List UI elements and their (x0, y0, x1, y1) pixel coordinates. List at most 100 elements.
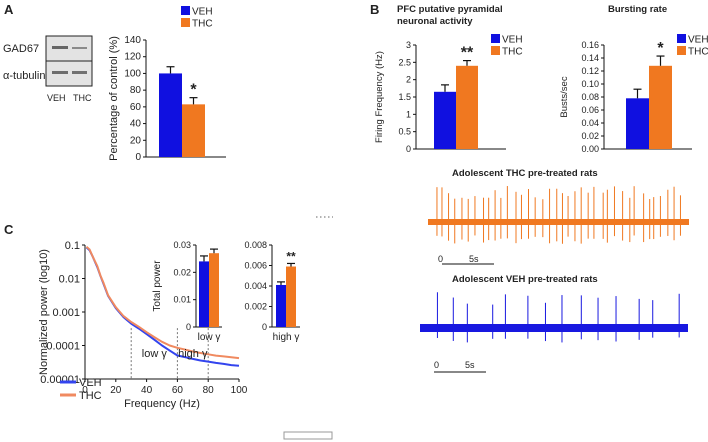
firing-title-line1: PFC putative pyramidal (397, 4, 503, 15)
x-axis-label: high γ (273, 332, 300, 343)
baseline-noise (420, 324, 688, 332)
scale-zero: 0 (434, 360, 439, 370)
y-tick-label: 0.5 (398, 127, 411, 137)
high-gamma-bar-chart: 0 0.002 0.004 0.006 0.008 ** high γ (244, 240, 300, 343)
veh-spike-trace (420, 292, 688, 343)
firing-bar-chart: 0 0.5 1 1.5 2 2.5 3 Firing Frequency (Hz) ** VEHT… (374, 34, 523, 154)
blot-band (72, 71, 87, 74)
bar-thc (286, 266, 296, 327)
y-tick-label: 0 (135, 152, 141, 163)
y-tick-label: 3 (406, 40, 411, 50)
y-axis-label: Total power (152, 260, 163, 312)
y-tick-label: 0.006 (244, 261, 267, 271)
bar-veh (626, 98, 649, 149)
x-tick-label: 60 (172, 385, 184, 396)
image-frame-artifact (283, 431, 333, 440)
blot-band (52, 46, 68, 49)
significance-marker: ** (286, 249, 296, 263)
x-tick-label: 80 (203, 385, 215, 396)
y-axis-label: Firing Frequency (Hz) (374, 51, 385, 143)
blot-protein-gad67: GAD67 (3, 43, 39, 55)
scale-zero: 0 (438, 254, 443, 264)
legend-swatch-thc (181, 18, 190, 27)
y-tick-label: 100 (124, 68, 141, 79)
y-tick-label: 0.03 (173, 240, 191, 250)
panel-a-label: A (4, 2, 14, 17)
y-tick-label: 0.008 (244, 240, 267, 250)
bar-thc (649, 65, 672, 149)
x-tick-label: 20 (110, 385, 122, 396)
significance-marker: * (190, 82, 197, 99)
legend-label-veh: VEH (502, 35, 523, 46)
y-axis-label: Percentage of control (%) (108, 36, 120, 161)
y-tick-label: 0.0001 (46, 341, 80, 353)
legend-swatch-veh (181, 6, 190, 15)
panel-c-label: C (4, 222, 14, 237)
y-tick-label: 0.04 (581, 118, 599, 128)
psd-line-thc (85, 246, 240, 360)
y-tick-label: 0 (406, 144, 411, 154)
trace-veh-title: Adolescent VEH pre-treated rats (452, 274, 598, 285)
scale-time: 5s (469, 254, 479, 264)
y-tick-label: 0.02 (581, 131, 599, 141)
western-blot: GAD67 α-tubulin VEH THC (3, 35, 93, 103)
y-tick-label: 0 (186, 322, 191, 332)
x-tick-label: 100 (231, 385, 248, 396)
y-tick-label: 0.10 (581, 79, 599, 89)
y-tick-label: 0.14 (581, 53, 599, 63)
blot-band (72, 47, 87, 49)
bar-thc (209, 253, 219, 327)
y-tick-label: 0.1 (65, 240, 80, 252)
y-tick-label: 0.004 (244, 281, 267, 291)
significance-marker: * (657, 40, 664, 57)
y-tick-label: 0.01 (173, 295, 191, 305)
low-gamma-bar-chart: 0 0.01 0.02 0.03 Total power low γ (152, 240, 222, 343)
low-gamma-band-label: low γ (142, 348, 168, 360)
legend-label-thc: THC (502, 47, 523, 58)
y-tick-label: 0.00 (581, 144, 599, 154)
y-tick-label: 0.08 (581, 92, 599, 102)
bar-veh (276, 284, 286, 327)
y-tick-label: 0.12 (581, 66, 599, 76)
y-tick-label: 0 (262, 322, 267, 332)
y-tick-label: 0.002 (244, 302, 267, 312)
y-tick-label: 40 (130, 119, 142, 130)
y-tick-label: 120 (124, 52, 141, 63)
legend-swatch-veh (491, 34, 500, 43)
thc-scale-bar: 0 5s (438, 254, 494, 265)
y-axis-label: Normalized power (log10) (38, 249, 50, 375)
bar-thc (456, 65, 478, 149)
baseline-noise (428, 219, 689, 225)
y-axis-label: Busts/sec (559, 76, 570, 117)
x-tick-label: 40 (141, 385, 153, 396)
firing-title-line2: neuronal activity (397, 16, 473, 27)
gad67-bar-chart: 0 20 40 60 80 100 120 140 Percentage of control … (108, 6, 226, 163)
bar-veh (434, 91, 456, 149)
veh-scale-bar: 0 5s (434, 360, 486, 373)
blot-lane-veh: VEH (47, 93, 66, 103)
legend-label-veh: VEH (688, 35, 708, 46)
legend-label-thc: THC (688, 47, 708, 58)
y-tick-label: 0.16 (581, 40, 599, 50)
y-tick-label: 80 (130, 85, 142, 96)
bar-veh (199, 261, 209, 327)
x-axis-label: Frequency (Hz) (124, 398, 200, 410)
legend-swatch-thc (491, 46, 500, 55)
panel-b-label: B (370, 2, 379, 17)
x-tick-label: 0 (82, 385, 88, 396)
thc-spike-trace (428, 186, 689, 244)
legend-label-thc: THC (192, 19, 213, 30)
y-tick-label: 0.02 (173, 267, 191, 277)
trace-thc-title: Adolescent THC pre-treated rats (452, 168, 598, 179)
y-tick-label: 60 (130, 102, 142, 113)
y-tick-label: 0.001 (52, 307, 80, 319)
bar-veh (159, 73, 182, 157)
y-tick-label: 140 (124, 35, 141, 46)
legend-label-veh: VEH (79, 377, 102, 389)
legend-label-veh: VEH (192, 7, 213, 18)
y-tick-label: 2 (406, 75, 411, 85)
y-tick-label: 2.5 (398, 57, 411, 67)
blot-protein-tubulin: α-tubulin (3, 70, 45, 82)
blot-band (52, 71, 68, 74)
